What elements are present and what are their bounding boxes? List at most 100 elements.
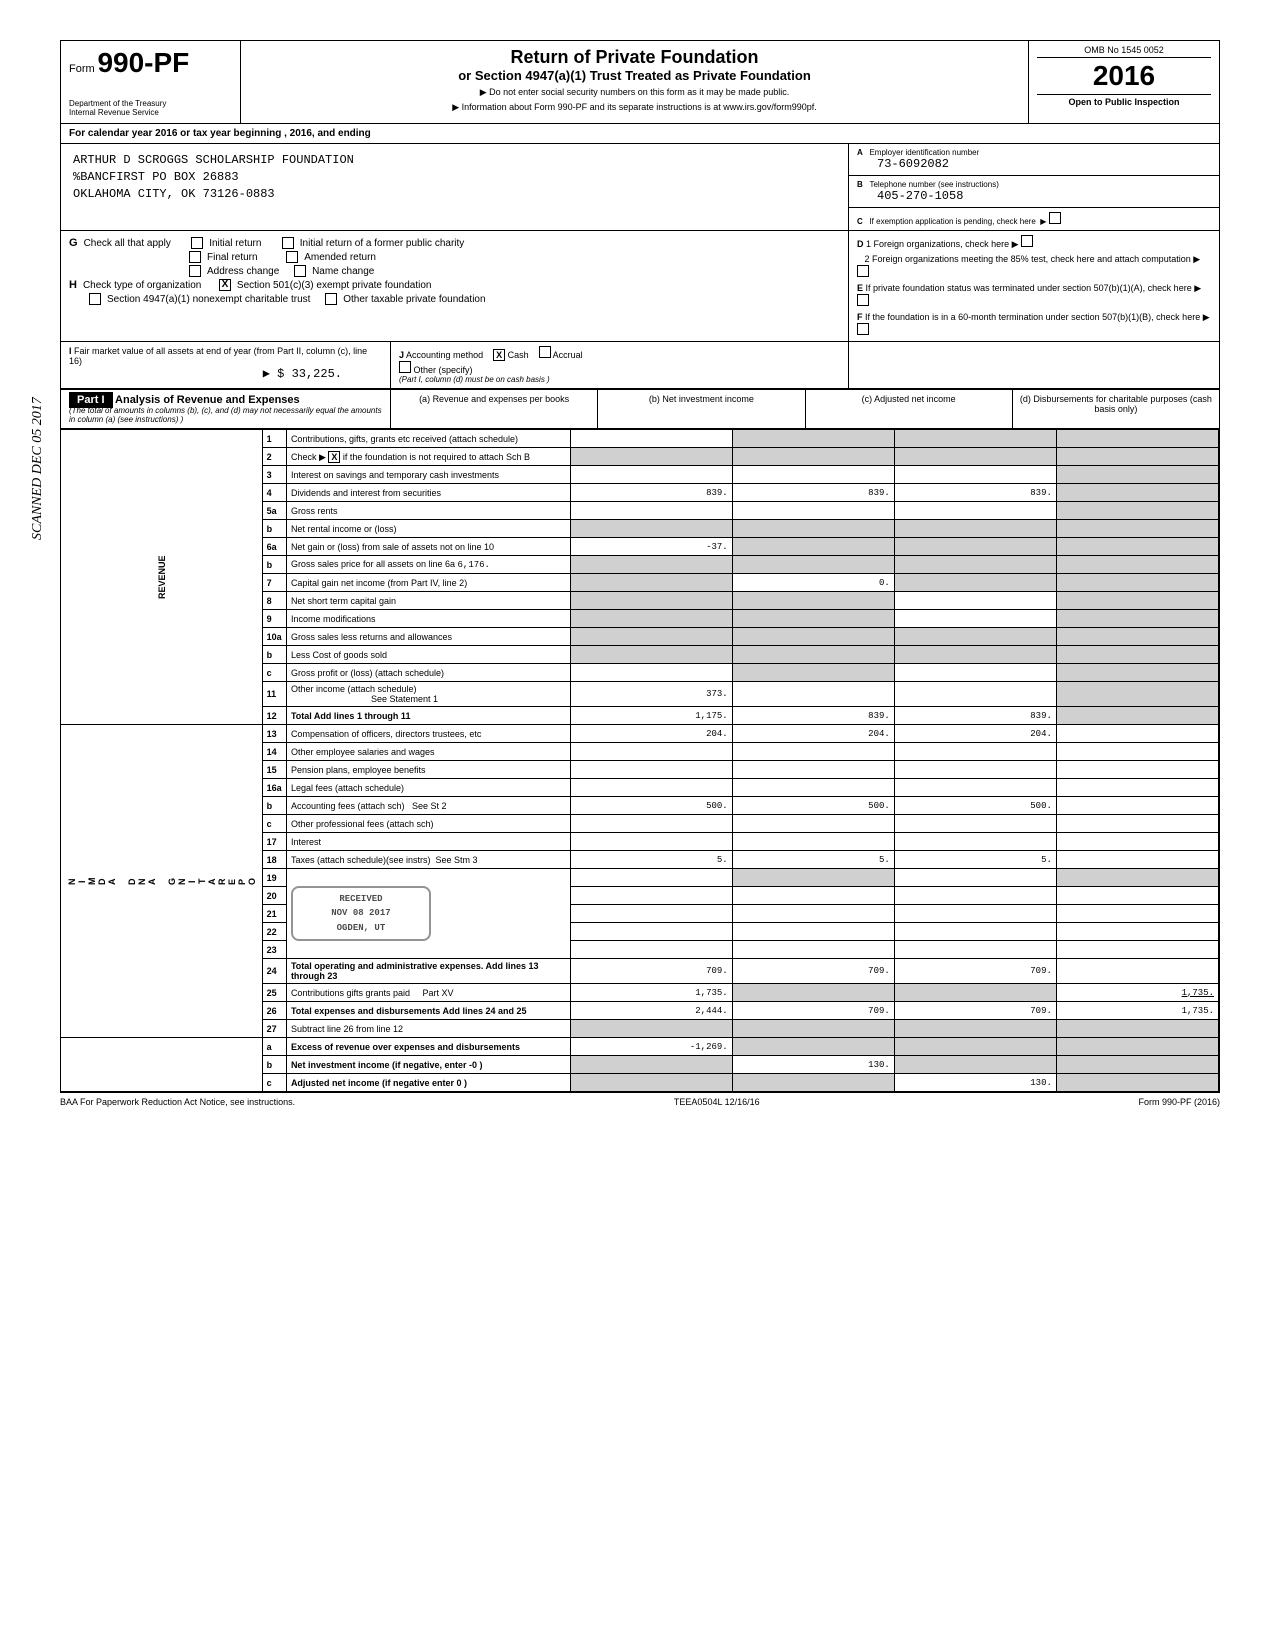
fmv-value: 33,225.: [292, 367, 342, 381]
checkbox-other-method[interactable]: [399, 361, 411, 373]
checkbox-initial[interactable]: [191, 237, 203, 249]
other-specify: Other (specify): [414, 365, 473, 375]
received-line3: OGDEN, UT: [297, 921, 425, 935]
line-13: Compensation of officers, directors trus…: [286, 725, 570, 743]
checkbox-other-tax[interactable]: [325, 293, 337, 305]
accounting-method: Accounting method: [406, 350, 483, 360]
l7-b: 0.: [732, 574, 894, 592]
l4-b: 839.: [732, 484, 894, 502]
checkbox-c[interactable]: [1049, 212, 1061, 224]
revenue-expense-table: REVENUE 1 Contributions, gifts, grants e…: [61, 429, 1219, 1092]
calendar-year-row: For calendar year 2016 or tax year begin…: [61, 124, 1219, 144]
line-7: Capital gain net income (from Part IV, l…: [286, 574, 570, 592]
l24-c: 709.: [894, 959, 1056, 984]
form-prefix: Form: [69, 63, 95, 75]
opt-4947: Section 4947(a)(1) nonexempt charitable …: [107, 294, 310, 305]
form-990pf: Form 990-PF Department of the Treasury I…: [60, 40, 1220, 1093]
l26-c: 709.: [894, 1002, 1056, 1020]
line-2-check: Check ▶: [291, 452, 326, 462]
l26-a: 2,444.: [570, 1002, 732, 1020]
form-title: Return of Private Foundation: [253, 47, 1016, 68]
l16b-c: 500.: [894, 797, 1056, 815]
col-d-header: (d) Disbursements for charitable purpose…: [1013, 390, 1219, 428]
footer-center: TEEA0504L 12/16/16: [674, 1097, 760, 1107]
checkbox-address[interactable]: [189, 265, 201, 277]
opt-501c3: Section 501(c)(3) exempt private foundat…: [237, 280, 432, 291]
line-10a: Gross sales less returns and allowances: [286, 628, 570, 646]
l27a-a: -1,269.: [570, 1038, 732, 1056]
open-public: Open to Public Inspection: [1037, 94, 1211, 107]
line-4: Dividends and interest from securities: [286, 484, 570, 502]
checkbox-d1[interactable]: [1021, 235, 1033, 247]
note-ssn: ▶ Do not enter social security numbers o…: [253, 87, 1016, 98]
col-b-header: (b) Net investment income: [598, 390, 805, 428]
initial-former: Initial return of a former public charit…: [300, 238, 465, 249]
l24-a: 709.: [570, 959, 732, 984]
l16b-a: 500.: [570, 797, 732, 815]
l12-c: 839.: [894, 707, 1056, 725]
line-12: Total Add lines 1 through 11: [291, 711, 411, 721]
l12-b: 839.: [732, 707, 894, 725]
scanned-stamp: SCANNED DEC 05 2017: [30, 397, 46, 540]
checkbox-501c3[interactable]: X: [219, 279, 231, 291]
l12-a: 1,175.: [570, 707, 732, 725]
line-11: Other income (attach schedule): [291, 684, 417, 694]
line-2b: if the foundation is not required to att…: [343, 452, 530, 462]
header: Form 990-PF Department of the Treasury I…: [61, 41, 1219, 124]
cash-label: Cash: [508, 350, 529, 360]
line-16b-stmt: See St 2: [412, 801, 447, 811]
l27c-c: 130.: [894, 1074, 1056, 1092]
checkbox-schb[interactable]: X: [328, 451, 340, 463]
checkbox-4947[interactable]: [89, 293, 101, 305]
checkbox-final[interactable]: [189, 251, 201, 263]
checkbox-f[interactable]: [857, 323, 869, 335]
line-16a: Legal fees (attach schedule): [286, 779, 570, 797]
initial-return: Initial return: [209, 238, 261, 249]
line-17: Interest: [286, 833, 570, 851]
revenue-side-label: REVENUE: [61, 430, 262, 725]
line-18: Taxes (attach schedule)(see instrs): [291, 855, 431, 865]
label-g: G: [69, 237, 78, 249]
form-number: 990-PF: [97, 47, 189, 78]
checkbox-initial-former[interactable]: [282, 237, 294, 249]
line-5b: Net rental income or (loss): [286, 520, 570, 538]
l24-b: 709.: [732, 959, 894, 984]
l18-b: 5.: [732, 851, 894, 869]
check-all-apply: Check all that apply: [84, 238, 171, 249]
col-c-header: (c) Adjusted net income: [806, 390, 1013, 428]
form-subtitle: or Section 4947(a)(1) Trust Treated as P…: [253, 68, 1016, 83]
org-name: ARTHUR D SCROGGS SCHOLARSHIP FOUNDATION: [73, 152, 836, 169]
received-line1: RECEIVED: [297, 892, 425, 906]
phone-label: Telephone number (see instructions): [869, 180, 998, 189]
d1-foreign: 1 Foreign organizations, check here: [866, 239, 1009, 249]
footer-right: Form 990-PF (2016): [1138, 1097, 1220, 1107]
label-j: J: [399, 350, 404, 360]
line-6a: Net gain or (loss) from sale of assets n…: [286, 538, 570, 556]
l27b-b: 130.: [732, 1056, 894, 1074]
line-18-stmt: See Stm 3: [436, 855, 478, 865]
l6b-val: 6,176.: [458, 560, 490, 570]
l25-a: 1,735.: [570, 984, 732, 1002]
accrual-label: Accrual: [553, 350, 583, 360]
line-27c: Adjusted net income (if negative enter 0…: [291, 1078, 467, 1088]
part1-subtitle: (The total of amounts in columns (b), (c…: [69, 406, 382, 424]
final-return: Final return: [207, 252, 258, 263]
org-co: %BANCFIRST PO BOX 26883: [73, 169, 836, 186]
checkbox-cash[interactable]: X: [493, 349, 505, 361]
irs-text: Internal Revenue Service: [69, 108, 232, 117]
tax-year: 2016: [1037, 58, 1211, 94]
checkbox-accrual[interactable]: [539, 346, 551, 358]
col-a-header: (a) Revenue and expenses per books: [391, 390, 598, 428]
address-change: Address change: [207, 266, 279, 277]
l4-c: 839.: [894, 484, 1056, 502]
checkbox-name[interactable]: [294, 265, 306, 277]
l13-c: 204.: [894, 725, 1056, 743]
checkbox-amended[interactable]: [286, 251, 298, 263]
l6a-a: -37.: [570, 538, 732, 556]
fmv-text: Fair market value of all assets at end o…: [69, 346, 367, 366]
checkbox-e[interactable]: [857, 294, 869, 306]
label-i: I: [69, 346, 72, 356]
ein-value: 73-6092082: [857, 157, 1211, 171]
line-15: Pension plans, employee benefits: [286, 761, 570, 779]
checkbox-d2[interactable]: [857, 265, 869, 277]
